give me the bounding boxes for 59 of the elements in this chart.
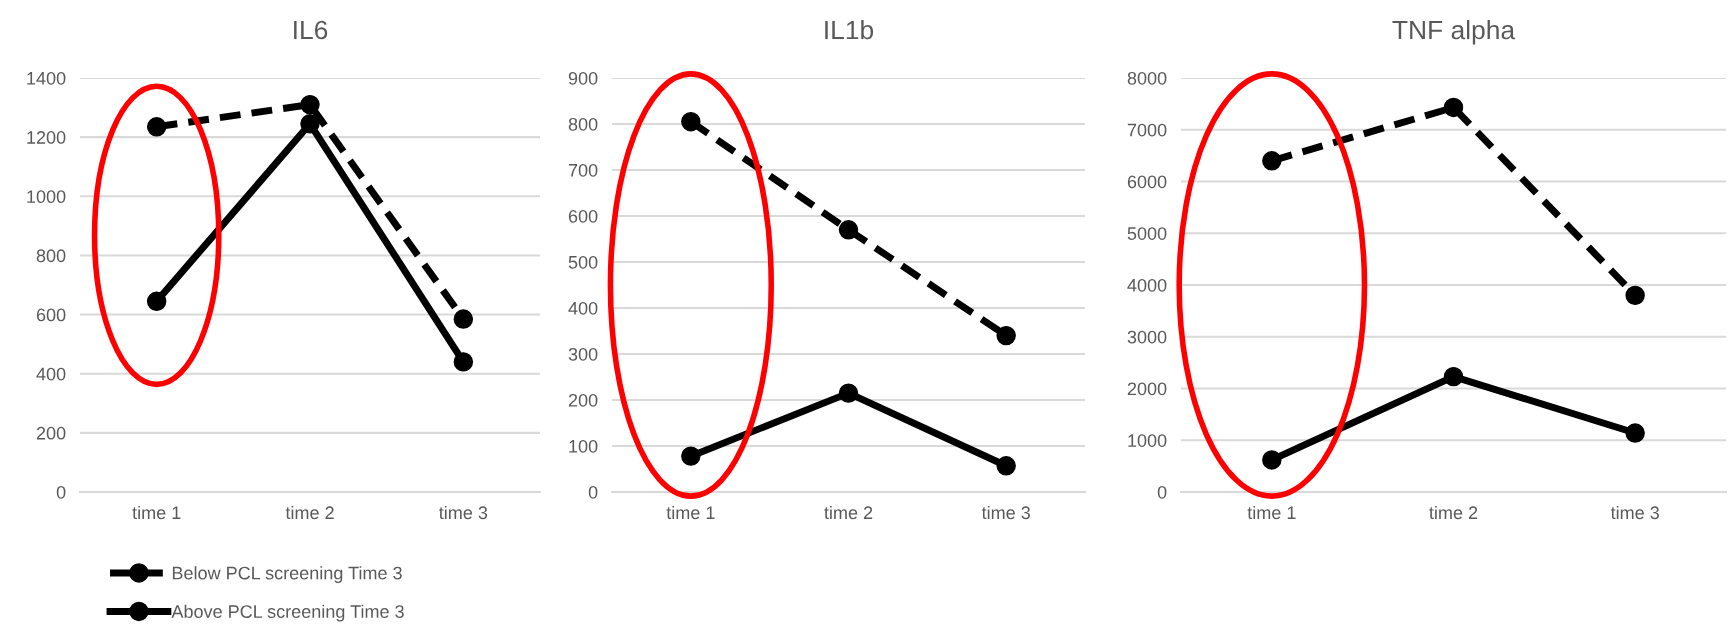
point (146, 291, 167, 311)
legend-label: Above PCL screening Time 3 (171, 604, 404, 622)
x-tick-label: time 3 (1610, 505, 1659, 520)
x-tick-label: time 3 (439, 505, 488, 520)
y-tick-label: 0 (1157, 485, 1167, 499)
x-tick-label: time 1 (132, 505, 181, 520)
chart-title: TNF alpha (1392, 19, 1516, 45)
point (838, 220, 859, 240)
point (453, 352, 474, 372)
x-tick-label: time 2 (824, 505, 873, 520)
y-tick-label: 1400 (27, 71, 66, 85)
x-tick-label: time 2 (1429, 505, 1478, 520)
y-tick-label: 1000 (1128, 434, 1167, 447)
y-tick-label: 100 (569, 439, 598, 453)
point (1443, 97, 1464, 118)
y-tick-label: 200 (568, 393, 598, 407)
y-tick-label: 5000 (1127, 227, 1167, 240)
y-tick-label: 3000 (1127, 330, 1167, 344)
point (146, 117, 167, 137)
point (1262, 450, 1282, 470)
point (1262, 151, 1282, 171)
y-tick-label: 900 (568, 71, 598, 85)
y-tick-label: 0 (56, 485, 66, 499)
y-tick-label: 6000 (1127, 175, 1167, 189)
y-tick-label: 7000 (1127, 123, 1167, 137)
y-tick-label: 500 (568, 255, 598, 269)
legend-label: Below PCL screening Time 3 (172, 566, 402, 584)
x-tick-label: time 1 (1247, 505, 1296, 520)
point (300, 114, 320, 134)
y-tick-label: 600 (36, 308, 66, 322)
point (1625, 285, 1645, 306)
y-tick-label: 1000 (27, 190, 66, 204)
point (453, 309, 474, 329)
y-tick-label: 700 (568, 163, 598, 177)
y-tick-label: 2000 (1127, 382, 1167, 396)
point (1625, 423, 1645, 443)
point (681, 111, 701, 132)
point (1443, 366, 1464, 387)
y-tick-label: 400 (36, 367, 66, 381)
chart-title: IL1b (825, 19, 874, 40)
y-tick-label: 8000 (1127, 71, 1167, 85)
x-tick-label: time 2 (285, 505, 334, 520)
point (300, 94, 320, 115)
y-tick-label: 1200 (27, 131, 66, 144)
point (681, 446, 701, 466)
point (838, 383, 859, 403)
y-tick-label: 800 (568, 117, 598, 131)
chart-title: IL6 (294, 20, 328, 40)
y-tick-label: 400 (568, 301, 598, 315)
y-tick-label: 4000 (1127, 278, 1167, 292)
y-tick-label: 200 (36, 426, 66, 440)
y-tick-label: 600 (568, 209, 598, 223)
y-tick-label: 0 (588, 485, 598, 499)
point (996, 325, 1016, 346)
y-tick-label: 800 (36, 249, 66, 263)
x-tick-label: time 3 (981, 505, 1030, 520)
point (996, 456, 1016, 476)
x-tick-label: time 1 (666, 505, 715, 520)
y-tick-label: 300 (568, 347, 598, 361)
